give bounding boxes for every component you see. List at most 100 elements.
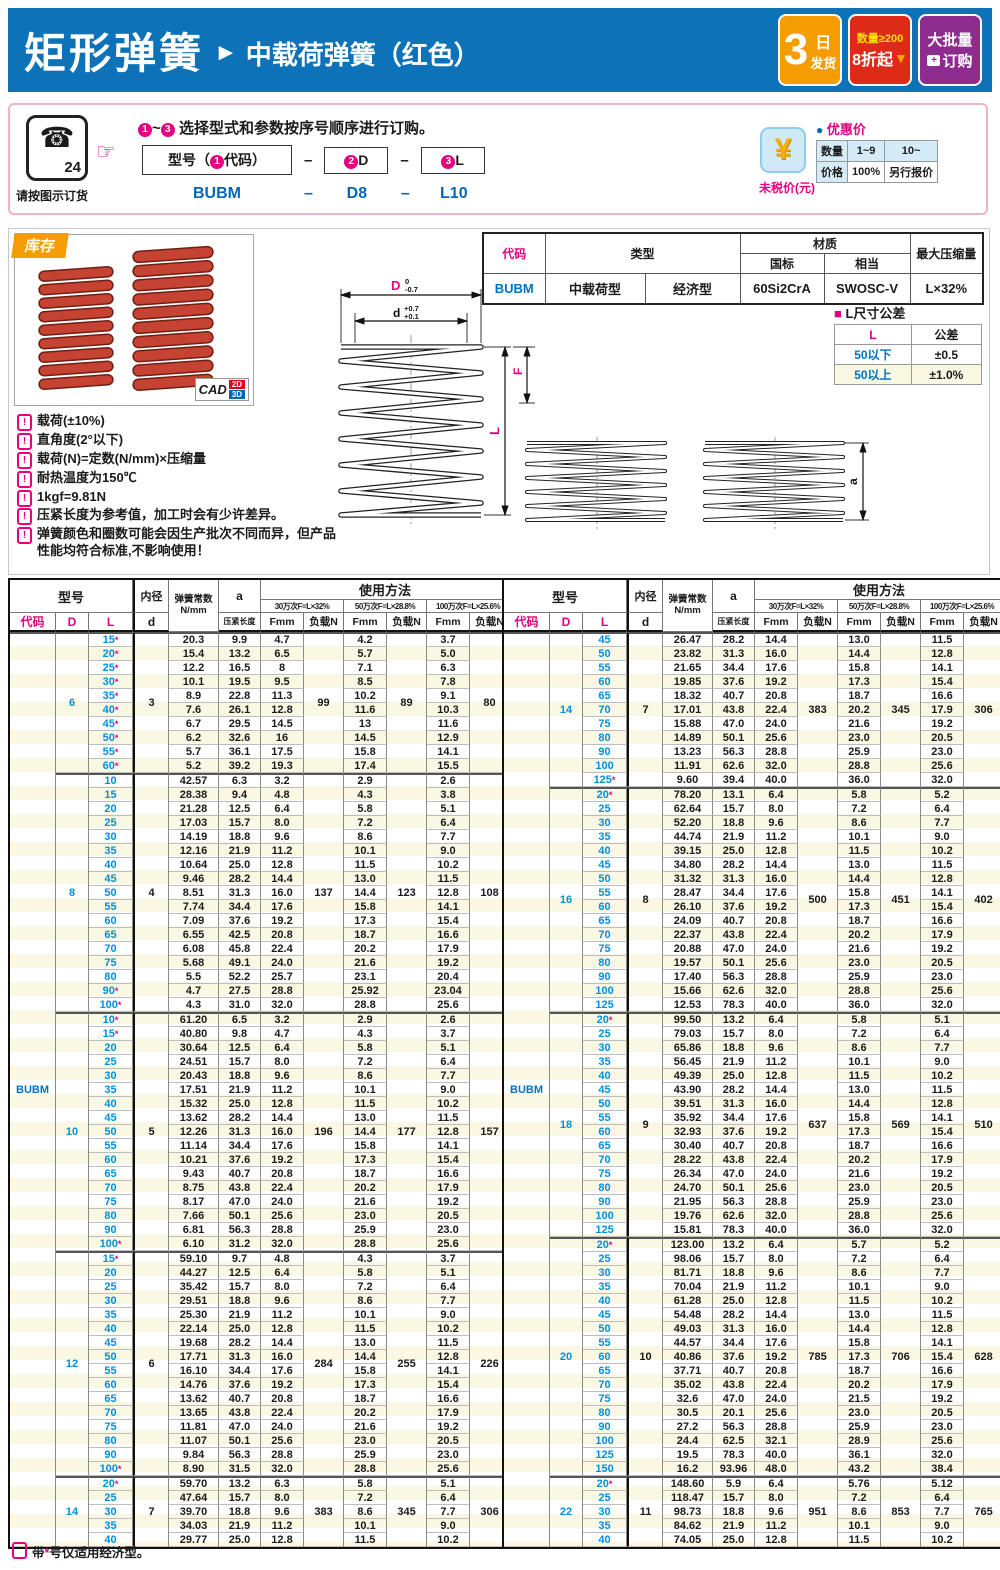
footnote: 带*号仅适用经济型。 — [12, 1542, 149, 1561]
cell-F: 9.6 — [755, 816, 799, 830]
cell-F: 16.6 — [921, 689, 965, 703]
tol-row-val: ±0.5 — [910, 344, 983, 365]
cell-F: 32.0 — [921, 1448, 965, 1462]
cell-compressed-length: 43.8 — [713, 703, 756, 717]
star-mark: * — [114, 690, 119, 701]
cell-F: 17.3 — [838, 675, 882, 689]
cell-compressed-length: 6.3 — [219, 773, 262, 788]
cell-load: 345 — [387, 1476, 428, 1547]
mat-type2: 经济型 — [644, 273, 741, 304]
cell-F: 6.4 — [755, 787, 799, 802]
spring-coil — [38, 360, 114, 377]
cell-compressed-length: 37.6 — [219, 1378, 262, 1392]
header-compressed-length: 压紧长度 — [219, 613, 262, 632]
cell-F: 15.4 — [921, 900, 965, 914]
cell-F: 7.2 — [838, 802, 882, 816]
cell-spring-constant: 11.81 — [169, 1420, 220, 1434]
cell-F: 7.7 — [921, 1041, 965, 1055]
cell-spring-constant: 99.50 — [663, 1012, 714, 1027]
price-header-qty: 数量 — [816, 140, 848, 162]
spring-coil — [132, 245, 214, 264]
cell-F: 11.5 — [344, 1097, 388, 1111]
cell-load: 951 — [798, 1476, 839, 1547]
cell-spring-constant: 12.26 — [169, 1125, 220, 1139]
cell-F: 9.0 — [921, 1055, 965, 1069]
cell-F: 32.0 — [755, 759, 799, 773]
cell-F: 12.8 — [427, 1125, 471, 1139]
cell-spring-constant: 13.62 — [169, 1111, 220, 1125]
cell-F: 11.3 — [261, 689, 305, 703]
tol-row-val: ±1.0% — [910, 364, 983, 385]
cell-compressed-length: 21.9 — [713, 1519, 756, 1533]
cell-compressed-length: 40.7 — [219, 1392, 262, 1406]
cell-F: 14.4 — [344, 1125, 388, 1139]
mat-h-equivalent: 相当 — [823, 253, 911, 274]
header-d: d — [133, 613, 170, 632]
cell-F: 48.0 — [755, 1462, 799, 1476]
cell-F: 25.6 — [427, 1237, 471, 1251]
cell-compressed-length: 25.0 — [713, 1533, 756, 1547]
cell-L: 90* — [89, 984, 134, 998]
cell-F: 20.8 — [755, 914, 799, 928]
header-F-mm: Fmm — [427, 613, 471, 632]
cell-spring-constant: 20.88 — [663, 942, 714, 956]
cell-L: 45 — [89, 1111, 134, 1125]
cell-spring-constant: 5.68 — [169, 956, 220, 970]
cell-F: 23.0 — [427, 1448, 471, 1462]
cell-L: 35 — [583, 1280, 628, 1294]
cell-spring-constant: 14.76 — [169, 1378, 220, 1392]
mat-h-max-compression: 最大压缩量 — [909, 232, 984, 274]
cell-F: 4.7 — [261, 1027, 305, 1041]
pn-box-model: 型号（ 1 代码） — [142, 145, 292, 175]
star-mark: * — [114, 746, 119, 757]
cell-spring-constant: 7.09 — [169, 914, 220, 928]
cell-L: 30 — [583, 816, 628, 830]
cell-F: 36.0 — [838, 1223, 882, 1237]
star-mark: * — [117, 999, 122, 1010]
cell-spring-constant: 30.5 — [663, 1406, 714, 1420]
cell-compressed-length: 9.9 — [219, 632, 262, 647]
cell-F: 14.4 — [755, 858, 799, 872]
order-instruction: 1 ~3 选择型式和参数按序号顺序进行订购。 — [138, 117, 434, 138]
cell-L: 80 — [583, 731, 628, 745]
badge-ship-label: 发货 — [810, 55, 837, 71]
cell-d: 10 — [627, 1237, 664, 1476]
cell-compressed-length: 18.8 — [713, 1505, 756, 1519]
spring-coil — [132, 345, 214, 363]
cell-L: 70 — [89, 942, 134, 956]
discount-price-title: ● 优惠价 — [816, 122, 866, 137]
cell-L: 100* — [89, 1462, 134, 1476]
cell-compressed-length: 34.4 — [219, 1364, 262, 1378]
cell-F: 20.5 — [921, 1406, 965, 1420]
cell-F: 9.0 — [427, 844, 471, 858]
cell-compressed-length: 25.0 — [219, 858, 262, 872]
cell-D: 12 — [56, 1251, 89, 1476]
cell-spring-constant: 13.23 — [663, 745, 714, 759]
cell-spring-constant: 31.32 — [663, 872, 714, 886]
cell-F: 4.3 — [344, 788, 388, 802]
cell-F: 7.1 — [344, 661, 388, 675]
cell-F: 23.0 — [838, 1406, 882, 1420]
cell-compressed-length: 56.3 — [219, 1448, 262, 1462]
cell-compressed-length: 31.3 — [219, 886, 262, 900]
cell-F: 9.6 — [261, 1069, 305, 1083]
tol-h-tol: 公差 — [910, 324, 983, 345]
cell-F: 25.6 — [755, 731, 799, 745]
cell-F: 28.8 — [755, 1420, 799, 1434]
cell-compressed-length: 21.9 — [219, 1083, 262, 1097]
cell-load: 765 — [964, 1476, 1000, 1547]
cell-D: 22 — [550, 1476, 583, 1547]
spring-coil — [38, 293, 114, 309]
down-arrow-icon: ▼ — [894, 50, 908, 66]
cell-compressed-length: 31.3 — [713, 872, 756, 886]
cell-F: 5.8 — [838, 1012, 882, 1027]
cell-spring-constant: 17.40 — [663, 970, 714, 984]
dim-d-label: d — [393, 306, 400, 320]
cell-F: 3.7 — [427, 632, 471, 647]
cell-spring-constant: 30.40 — [663, 1139, 714, 1153]
cell-F: 24.0 — [755, 717, 799, 731]
cell-F: 9.0 — [921, 830, 965, 844]
cell-load: 637 — [798, 1012, 839, 1237]
cell-L: 90 — [89, 1448, 134, 1462]
cell-F: 16.6 — [921, 1139, 965, 1153]
